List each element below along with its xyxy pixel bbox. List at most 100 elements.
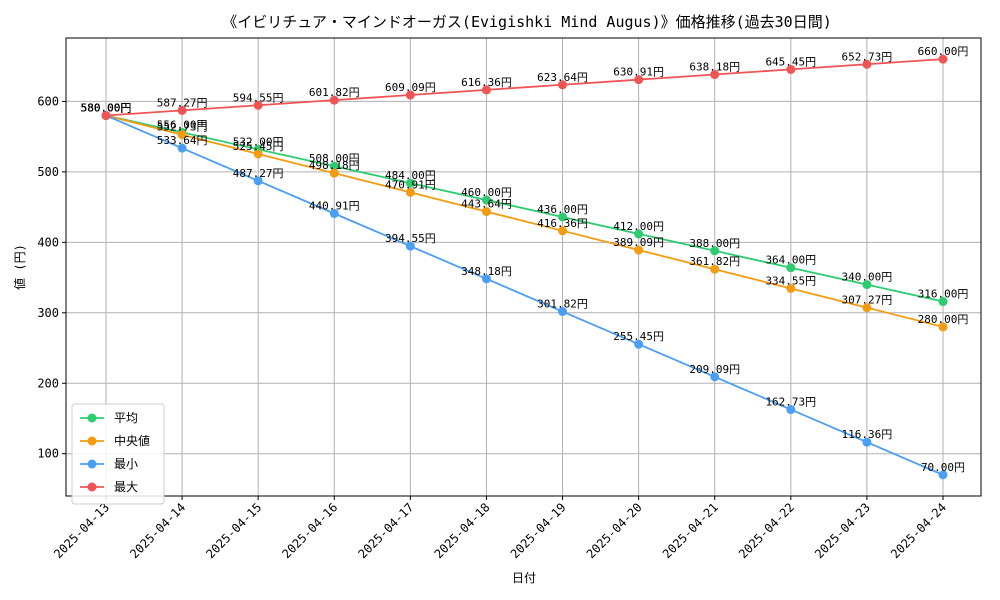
data-point <box>786 405 796 415</box>
data-label: 440.91円 <box>309 200 360 213</box>
data-label: 638.18円 <box>689 61 740 74</box>
data-point <box>862 303 872 313</box>
data-label: 552.73円 <box>157 121 208 134</box>
y-tick-label: 500 <box>37 165 59 179</box>
legend-label: 中央値 <box>114 433 150 448</box>
data-label: 162.73円 <box>765 396 816 409</box>
data-label: 209.09円 <box>689 363 740 376</box>
data-label: 443.64円 <box>461 198 512 211</box>
data-label: 255.45円 <box>613 330 664 343</box>
legend-label: 平均 <box>114 411 138 425</box>
x-tick-label: 2025-04-14 <box>127 500 188 561</box>
data-label: 533.64円 <box>157 134 208 147</box>
data-label: 525.45円 <box>233 140 284 153</box>
x-tick-label: 2025-04-22 <box>736 500 797 561</box>
data-label: 660.00円 <box>918 45 969 58</box>
data-point <box>634 245 644 255</box>
data-label: 334.55円 <box>765 274 816 287</box>
series-line <box>105 58 944 117</box>
data-label: 508.00円 <box>309 152 360 165</box>
y-tick-label: 300 <box>37 306 59 320</box>
data-point <box>405 178 415 188</box>
data-labels: 580.00円 556.00円 532.00円 508.00円 484.00円 460.0… <box>81 45 969 474</box>
x-tick-label: 2025-04-13 <box>51 500 112 561</box>
y-tick-label: 200 <box>37 376 59 390</box>
data-point <box>481 85 491 95</box>
y-tick-label: 400 <box>37 235 59 249</box>
data-label: 594.55円 <box>233 91 284 104</box>
data-point <box>862 280 872 290</box>
series-line <box>105 114 944 328</box>
x-tick-label: 2025-04-15 <box>203 500 264 561</box>
data-label: 361.82円 <box>689 255 740 268</box>
x-tick-label: 2025-04-24 <box>888 500 949 561</box>
data-label: 484.00円 <box>385 169 436 182</box>
data-label: 487.27円 <box>233 167 284 180</box>
data-point <box>634 75 644 85</box>
data-label: 645.45円 <box>765 55 816 68</box>
data-label: 316.00円 <box>918 288 969 301</box>
data-point <box>786 263 796 273</box>
data-point <box>634 229 644 239</box>
data-label: 436.00円 <box>537 203 588 216</box>
data-label: 532.00円 <box>233 135 284 148</box>
data-label: 394.55円 <box>385 232 436 245</box>
x-tick-label: 2025-04-21 <box>660 500 721 561</box>
data-point <box>786 283 796 293</box>
chart-title: 《イビリチュア・マインドオーガス(Evigishki Mind Augus)》価… <box>222 13 832 31</box>
data-point <box>558 226 568 236</box>
data-point <box>786 64 796 74</box>
data-label: 609.09円 <box>385 81 436 94</box>
data-point <box>405 241 415 251</box>
legend-marker <box>87 413 97 423</box>
data-point <box>938 54 948 64</box>
data-point <box>862 437 872 447</box>
data-label: 580.00円 <box>81 102 132 115</box>
data-point <box>253 149 263 159</box>
axes: 2025-04-13 2025-04-14 2025-04-15 2025-04-16… <box>37 94 949 561</box>
data-label: 498.18円 <box>309 159 360 172</box>
data-label: 470.91円 <box>385 178 436 191</box>
data-label: 307.27円 <box>842 294 893 307</box>
series-lines <box>101 54 948 480</box>
data-point <box>253 100 263 110</box>
data-point <box>710 246 720 256</box>
legend-box <box>71 403 165 505</box>
grid <box>66 38 981 496</box>
data-point <box>558 212 568 222</box>
series-line <box>105 114 944 476</box>
x-tick-label: 2025-04-18 <box>432 500 493 561</box>
series-line <box>105 114 944 303</box>
data-label: 416.36円 <box>537 217 588 230</box>
x-tick-label: 2025-04-17 <box>355 500 416 561</box>
data-label: 580.00円 <box>81 102 132 115</box>
data-point <box>938 297 948 307</box>
data-label: 301.82円 <box>537 298 588 311</box>
data-label: 412.00円 <box>613 220 664 233</box>
y-axis-title: 値 (円) <box>12 244 27 290</box>
data-label: 70.00円 <box>921 461 965 474</box>
data-point <box>710 70 720 80</box>
data-label: 623.64円 <box>537 71 588 84</box>
data-point <box>558 307 568 317</box>
data-label: 364.00円 <box>765 254 816 267</box>
data-point <box>634 339 644 349</box>
data-point <box>862 59 872 69</box>
data-label: 116.36円 <box>842 428 893 441</box>
data-point <box>405 90 415 100</box>
data-point <box>710 264 720 274</box>
x-tick-label: 2025-04-19 <box>508 500 569 561</box>
data-point <box>481 274 491 284</box>
data-label: 389.09円 <box>613 236 664 249</box>
data-label: 460.00円 <box>461 186 512 199</box>
data-point <box>329 168 339 178</box>
legend-marker <box>87 482 97 492</box>
data-label: 616.36円 <box>461 76 512 89</box>
data-point <box>329 209 339 219</box>
data-point <box>177 130 187 140</box>
data-point <box>938 470 948 480</box>
data-point <box>558 80 568 90</box>
data-label: 580.00円 <box>81 102 132 115</box>
